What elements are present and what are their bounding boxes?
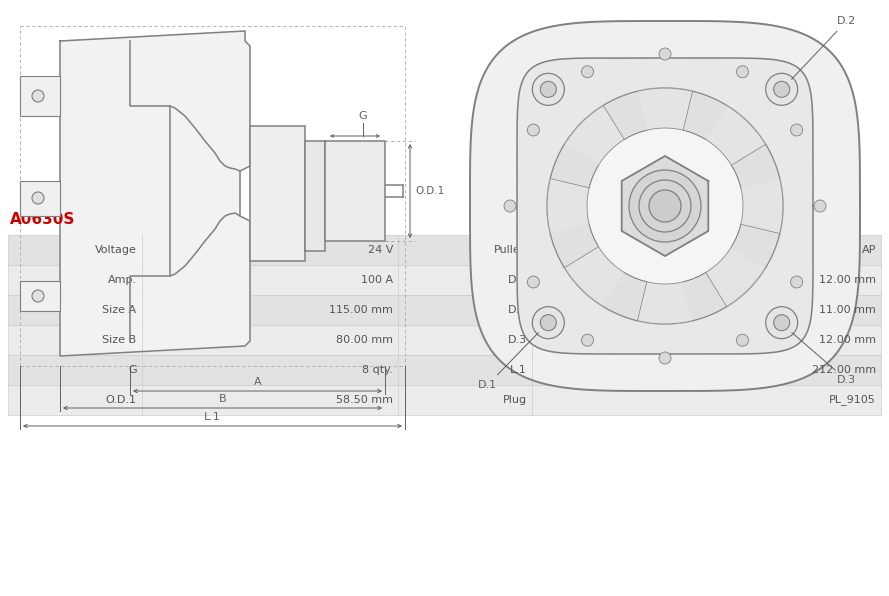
Circle shape bbox=[533, 307, 565, 339]
Text: Plug: Plug bbox=[502, 395, 527, 405]
Circle shape bbox=[527, 124, 540, 136]
Circle shape bbox=[32, 90, 44, 102]
Bar bbox=[8, 295, 881, 325]
Polygon shape bbox=[604, 272, 726, 324]
Text: D.3: D.3 bbox=[508, 335, 527, 345]
Text: 212.00 mm: 212.00 mm bbox=[812, 365, 876, 375]
Text: B: B bbox=[219, 394, 227, 404]
Polygon shape bbox=[683, 224, 780, 321]
Text: 24 V: 24 V bbox=[368, 245, 393, 255]
Circle shape bbox=[765, 73, 797, 105]
Bar bbox=[20, 76, 60, 116]
Text: G: G bbox=[128, 365, 137, 375]
Bar bbox=[8, 235, 881, 265]
Circle shape bbox=[541, 315, 557, 331]
Text: PL_9105: PL_9105 bbox=[829, 395, 876, 405]
Text: 8 qty.: 8 qty. bbox=[363, 365, 393, 375]
Text: D.1: D.1 bbox=[508, 275, 527, 285]
Text: 12.00 mm: 12.00 mm bbox=[819, 335, 876, 345]
Text: 115.00 mm: 115.00 mm bbox=[329, 305, 393, 315]
Text: Size B: Size B bbox=[102, 335, 137, 345]
Circle shape bbox=[773, 315, 789, 331]
Circle shape bbox=[629, 170, 701, 242]
Polygon shape bbox=[550, 91, 647, 188]
Circle shape bbox=[814, 200, 826, 212]
Bar bbox=[8, 265, 881, 295]
Bar bbox=[8, 355, 881, 385]
Text: 12.00 mm: 12.00 mm bbox=[819, 275, 876, 285]
Text: O.D.1: O.D.1 bbox=[106, 395, 137, 405]
Circle shape bbox=[581, 66, 594, 77]
Circle shape bbox=[736, 334, 749, 346]
Circle shape bbox=[736, 66, 749, 77]
Text: Pulley: Pulley bbox=[493, 245, 527, 255]
Text: D.1: D.1 bbox=[478, 333, 539, 390]
Text: 80.00 mm: 80.00 mm bbox=[336, 335, 393, 345]
Polygon shape bbox=[470, 21, 860, 391]
Bar bbox=[20, 281, 60, 311]
Circle shape bbox=[790, 124, 803, 136]
Text: A0630S: A0630S bbox=[10, 212, 76, 227]
Circle shape bbox=[504, 200, 516, 212]
Text: L.1: L.1 bbox=[510, 365, 527, 375]
Text: A: A bbox=[253, 377, 261, 387]
Circle shape bbox=[527, 276, 540, 288]
Bar bbox=[250, 126, 305, 261]
Text: G: G bbox=[358, 111, 367, 121]
Text: Voltage: Voltage bbox=[95, 245, 137, 255]
Circle shape bbox=[32, 192, 44, 204]
Polygon shape bbox=[547, 144, 598, 268]
Text: O.D.1: O.D.1 bbox=[415, 186, 444, 196]
Circle shape bbox=[659, 48, 671, 60]
Polygon shape bbox=[517, 58, 813, 354]
Polygon shape bbox=[732, 144, 783, 268]
Circle shape bbox=[639, 180, 691, 232]
Polygon shape bbox=[604, 88, 726, 139]
Circle shape bbox=[773, 81, 789, 97]
Text: 11.00 mm: 11.00 mm bbox=[819, 305, 876, 315]
Circle shape bbox=[659, 352, 671, 364]
Polygon shape bbox=[683, 91, 780, 188]
Circle shape bbox=[547, 88, 783, 324]
Polygon shape bbox=[621, 156, 709, 256]
Text: D.3: D.3 bbox=[792, 333, 856, 384]
Bar bbox=[8, 385, 881, 415]
Text: Size A: Size A bbox=[102, 305, 137, 315]
Text: 100 A: 100 A bbox=[361, 275, 393, 285]
Polygon shape bbox=[550, 224, 647, 321]
Text: L.1: L.1 bbox=[204, 412, 221, 422]
Text: 58.50 mm: 58.50 mm bbox=[336, 395, 393, 405]
Text: Amp.: Amp. bbox=[108, 275, 137, 285]
Circle shape bbox=[765, 307, 797, 339]
Bar bbox=[20, 181, 60, 216]
Circle shape bbox=[541, 81, 557, 97]
Circle shape bbox=[581, 334, 594, 346]
Text: D.2: D.2 bbox=[508, 305, 527, 315]
Bar bbox=[8, 325, 881, 355]
Polygon shape bbox=[60, 31, 250, 356]
Circle shape bbox=[790, 276, 803, 288]
Circle shape bbox=[32, 290, 44, 302]
Text: D.2: D.2 bbox=[791, 16, 856, 79]
Circle shape bbox=[533, 73, 565, 105]
Text: AP: AP bbox=[861, 245, 876, 255]
Bar bbox=[305, 141, 325, 251]
Circle shape bbox=[649, 190, 681, 222]
Bar bbox=[325, 141, 385, 241]
